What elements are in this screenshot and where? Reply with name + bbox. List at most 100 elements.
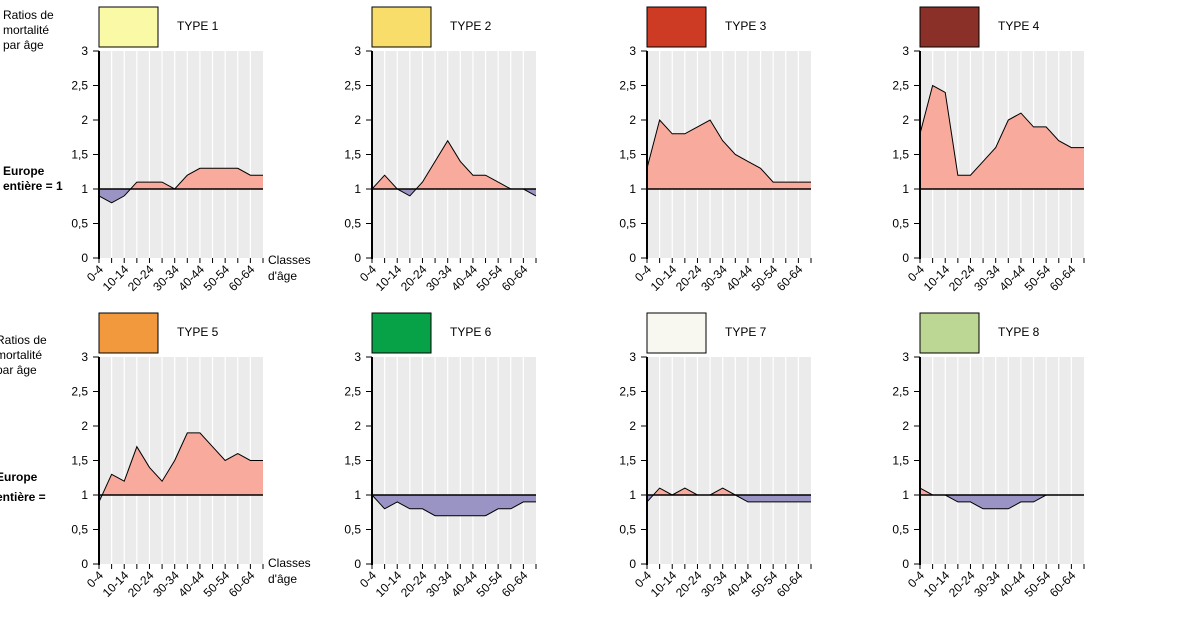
europe-label-line2: entière = (0, 490, 46, 504)
y-tick-label: 2 (902, 113, 909, 127)
data-point (384, 175, 385, 176)
y-tick-label: 0,5 (71, 523, 88, 537)
type-swatch (98, 6, 159, 48)
data-point (447, 515, 448, 516)
chart-title: TYPE 3 (725, 19, 767, 33)
x-tick-label: 20-24 (125, 262, 157, 294)
ratio-label-line1: Ratios de (3, 8, 54, 22)
data-point (199, 168, 200, 169)
y-tick-label: 2 (354, 419, 361, 433)
data-point (957, 175, 958, 176)
area-below-baseline (99, 189, 263, 203)
x-tick-label: 20-24 (398, 262, 430, 294)
y-tick-label: 1,5 (619, 454, 636, 468)
series-line (646, 118, 811, 183)
y-tick-label: 3 (902, 350, 909, 364)
x-tick-label: 40-44 (723, 568, 755, 600)
data-point (510, 508, 511, 509)
data-point (397, 501, 398, 502)
data-point (945, 92, 946, 93)
data-point (747, 161, 748, 162)
x-tick-label: 60-64 (774, 262, 806, 294)
area-above-baseline (647, 120, 811, 189)
x-tick-label: 50-54 (749, 262, 781, 294)
y-tick-label: 1 (81, 488, 88, 502)
data-point (785, 501, 786, 502)
data-point (237, 453, 238, 454)
data-point (225, 168, 226, 169)
data-point (447, 140, 448, 141)
y-tick-label: 1 (354, 488, 361, 502)
y-tick-label: 2,5 (71, 79, 88, 93)
x-tick-label: 40-44 (448, 262, 480, 294)
x-tick-label: 50-54 (474, 568, 506, 600)
y-tick-label: 1,5 (71, 454, 88, 468)
area-below-baseline (647, 495, 811, 502)
data-point (1008, 508, 1009, 509)
data-point (535, 195, 536, 196)
y-tick-label: 1 (629, 182, 636, 196)
x-tick-label: 30-34 (698, 262, 730, 294)
data-point (798, 182, 799, 183)
data-point (149, 182, 150, 183)
chart-panel-6: 00,511,522,530-410-1420-2430-3440-4450-5… (344, 312, 537, 600)
y-tick-label: 2,5 (344, 79, 361, 93)
data-point (1058, 140, 1059, 141)
type-swatch (919, 6, 980, 48)
series-line (98, 167, 263, 204)
type-swatch (919, 312, 980, 354)
y-tick-label: 3 (81, 350, 88, 364)
data-point (957, 501, 958, 502)
y-tick-label: 3 (81, 44, 88, 58)
data-point (460, 161, 461, 162)
y-tick-label: 1,5 (344, 148, 361, 162)
y-tick-label: 0 (629, 557, 636, 571)
data-point (1020, 501, 1021, 502)
y-tick-label: 2,5 (892, 385, 909, 399)
data-point (798, 501, 799, 502)
x-tick-label: 60-64 (1047, 568, 1079, 600)
x-tick-label: 20-24 (398, 568, 430, 600)
y-tick-label: 1,5 (71, 148, 88, 162)
x-tick-label: 30-34 (150, 262, 182, 294)
data-point (1071, 147, 1072, 148)
data-point (409, 508, 410, 509)
y-tick-label: 1 (902, 182, 909, 196)
data-point (1008, 119, 1009, 120)
y-tick-label: 0,5 (619, 523, 636, 537)
data-point (472, 175, 473, 176)
type-swatch (371, 312, 432, 354)
x-tick-label: 40-44 (996, 262, 1028, 294)
chart-panel-7: 00,511,522,530-410-1420-2430-3440-4450-5… (619, 312, 812, 600)
y-tick-label: 0 (902, 557, 909, 571)
classes-label-line2: d'âge (268, 572, 297, 586)
x-tick-label: 20-24 (125, 568, 157, 600)
plot-background (99, 51, 263, 258)
data-point (498, 182, 499, 183)
plot-background (372, 357, 536, 564)
data-point (422, 508, 423, 509)
data-point (747, 501, 748, 502)
series-line (98, 432, 263, 503)
data-point (810, 182, 811, 183)
chart-title: TYPE 4 (998, 19, 1040, 33)
chart-panels: 00,511,522,530-410-1420-2430-3440-4450-5… (71, 6, 1085, 600)
y-tick-label: 3 (629, 44, 636, 58)
y-tick-label: 2 (902, 419, 909, 433)
x-tick-label: 50-54 (1022, 568, 1054, 600)
chart-title: TYPE 1 (177, 19, 219, 33)
x-tick-label: 10-14 (100, 262, 132, 294)
data-point (250, 460, 251, 461)
chart-title: TYPE 8 (998, 325, 1040, 339)
y-tick-label: 1,5 (892, 454, 909, 468)
data-point (250, 175, 251, 176)
area-below-baseline (920, 495, 1084, 509)
y-tick-label: 1,5 (619, 148, 636, 162)
data-point (982, 508, 983, 509)
y-tick-label: 0,5 (892, 217, 909, 231)
x-tick-label: 10-14 (921, 262, 953, 294)
data-point (995, 147, 996, 148)
x-tick-label: 60-64 (226, 262, 258, 294)
data-point (697, 126, 698, 127)
data-point (212, 168, 213, 169)
